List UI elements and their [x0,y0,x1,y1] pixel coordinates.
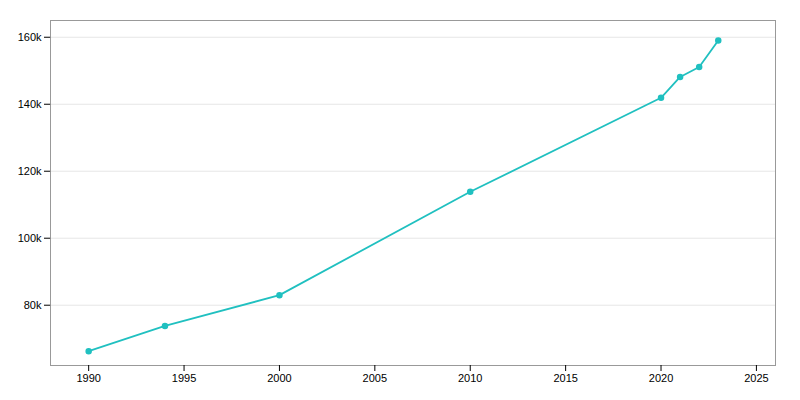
svg-text:80k: 80k [24,299,42,311]
svg-text:120k: 120k [18,165,42,177]
svg-text:2010: 2010 [458,372,482,384]
svg-text:100k: 100k [18,232,42,244]
svg-text:1995: 1995 [172,372,196,384]
svg-text:1990: 1990 [76,372,100,384]
svg-text:2005: 2005 [363,372,387,384]
svg-text:140k: 140k [18,98,42,110]
svg-text:2025: 2025 [744,372,768,384]
svg-text:2020: 2020 [649,372,673,384]
svg-text:2000: 2000 [267,372,291,384]
svg-text:160k: 160k [18,31,42,43]
svg-text:2015: 2015 [553,372,577,384]
